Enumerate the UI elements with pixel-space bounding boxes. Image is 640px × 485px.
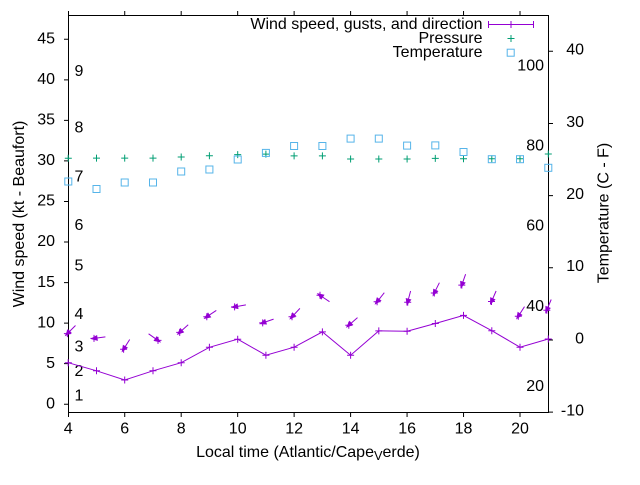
svg-text:Temperature: Temperature: [393, 44, 483, 61]
svg-text:12: 12: [285, 421, 303, 438]
svg-text:10: 10: [229, 421, 247, 438]
svg-text:40: 40: [566, 42, 584, 59]
svg-text:80: 80: [526, 138, 544, 155]
svg-text:25: 25: [37, 193, 55, 210]
svg-text:100: 100: [517, 57, 544, 74]
svg-text:2: 2: [75, 363, 84, 380]
svg-text:20: 20: [566, 186, 584, 203]
svg-text:9: 9: [75, 63, 84, 80]
svg-text:6: 6: [120, 421, 129, 438]
svg-text:45: 45: [37, 31, 55, 48]
svg-text:6: 6: [75, 217, 84, 234]
svg-text:4: 4: [75, 306, 84, 323]
svg-text:40: 40: [526, 298, 544, 315]
svg-text:-10: -10: [561, 403, 584, 420]
svg-text:7: 7: [75, 168, 84, 185]
svg-text:Temperature (C - F): Temperature (C - F): [596, 143, 613, 283]
svg-text:10: 10: [566, 258, 584, 275]
svg-text:1: 1: [75, 387, 84, 404]
svg-text:4: 4: [64, 421, 73, 438]
svg-text:8: 8: [75, 120, 84, 137]
svg-text:20: 20: [511, 421, 529, 438]
svg-text:10: 10: [37, 314, 55, 331]
svg-text:15: 15: [37, 274, 55, 291]
svg-text:14: 14: [342, 421, 360, 438]
svg-text:18: 18: [455, 421, 473, 438]
svg-text:30: 30: [37, 152, 55, 169]
svg-text:40: 40: [37, 71, 55, 88]
svg-text:Wind speed, gusts, and directi: Wind speed, gusts, and direction: [250, 16, 482, 33]
svg-text:60: 60: [526, 218, 544, 235]
svg-text:5: 5: [75, 258, 84, 275]
svg-text:5: 5: [46, 355, 55, 372]
svg-text:20: 20: [526, 378, 544, 395]
svg-text:20: 20: [37, 233, 55, 250]
svg-text:Local time (Atlantic/CapeVerde: Local time (Atlantic/CapeVerde): [196, 444, 420, 463]
svg-text:16: 16: [398, 421, 416, 438]
svg-text:8: 8: [177, 421, 186, 438]
svg-text:30: 30: [566, 114, 584, 131]
svg-text:35: 35: [37, 112, 55, 129]
svg-text:Wind speed (kt - Beaufort): Wind speed (kt - Beaufort): [11, 121, 28, 308]
svg-text:Pressure: Pressure: [418, 30, 482, 47]
svg-text:0: 0: [575, 330, 584, 347]
svg-text:3: 3: [75, 339, 84, 356]
svg-text:0: 0: [46, 395, 55, 412]
